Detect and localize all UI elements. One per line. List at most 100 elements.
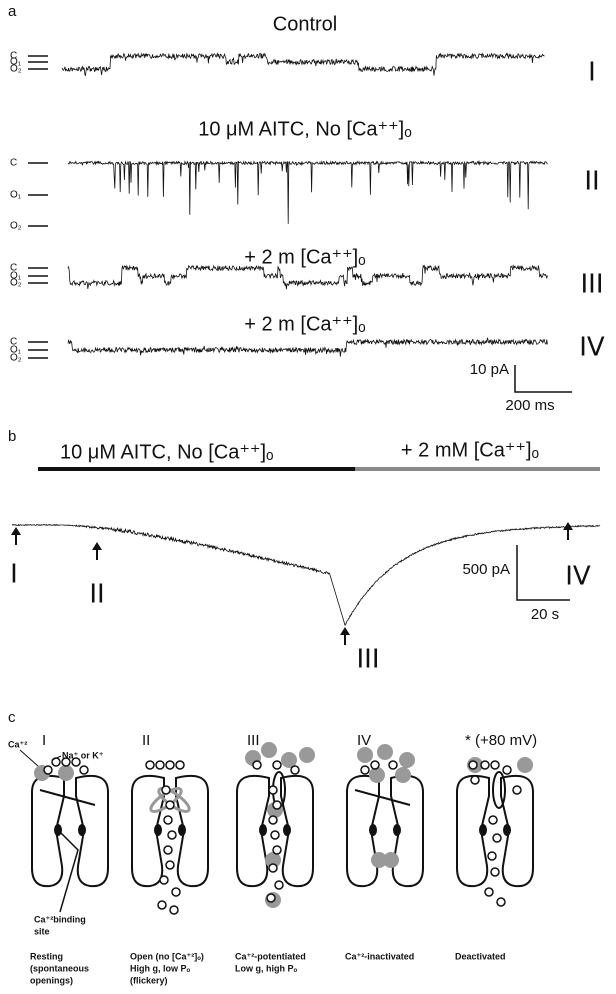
state-caption: Low g, high Pₒ (235, 963, 297, 973)
level-label: O₂ (10, 64, 22, 75)
cation (488, 815, 498, 825)
gate (354, 789, 411, 806)
cation (484, 887, 494, 897)
cation (155, 760, 165, 770)
channel-subunit (280, 774, 314, 888)
binding-site (369, 824, 377, 836)
scale-label: 10 pA (470, 361, 509, 378)
calcium-ion (58, 765, 74, 781)
level-label: C (10, 51, 17, 62)
pointer (59, 831, 79, 913)
scale-bar (516, 545, 570, 601)
binding-site (503, 824, 511, 836)
cation (512, 785, 522, 795)
binding-site (479, 824, 487, 836)
cation (502, 765, 512, 775)
cation (290, 765, 300, 775)
binding-site (393, 824, 401, 836)
channel-subunit (75, 774, 109, 888)
calcium-ion (265, 852, 281, 868)
cation (71, 757, 81, 767)
cation (496, 897, 506, 907)
channel-subunit (500, 774, 534, 888)
level-label: C (10, 263, 17, 274)
calcium-ion (357, 747, 373, 763)
trace-numeral: II (584, 167, 599, 197)
trace-title: + 2 m [Ca⁺⁺]ₒ (244, 246, 365, 268)
state-numeral: * (+80 mV) (465, 732, 537, 749)
cation (470, 775, 480, 785)
panel-label: a (8, 3, 17, 20)
current-trace (67, 337, 548, 357)
trace-numeral: I (588, 58, 596, 88)
cation (272, 845, 282, 855)
current-trace (67, 159, 548, 224)
calcium-ion (399, 752, 415, 768)
marker-label: I (10, 560, 18, 590)
state-caption: Resting (30, 951, 63, 961)
calcium-ion (395, 767, 411, 783)
condition-label: 10 μM AITC, No [Ca⁺⁺]ₒ (60, 441, 274, 463)
channel-subunit (456, 774, 490, 888)
calcium-ion (383, 852, 399, 868)
panel-label: b (8, 428, 16, 445)
state-caption: Ca⁺²-inactivated (345, 951, 414, 961)
cation (268, 785, 278, 795)
cation (61, 757, 71, 767)
marker-arrow-head (340, 627, 350, 635)
cation (272, 800, 282, 810)
calcium-label: Ca⁺² (8, 739, 27, 749)
cation (272, 760, 282, 770)
site-label: Ca⁺²binding (34, 914, 86, 924)
scale-label: 200 ms (505, 397, 554, 414)
binding-site (259, 824, 267, 836)
marker-arrow-head (563, 522, 573, 530)
trace-numeral: III (580, 270, 603, 300)
binding-site (54, 824, 62, 836)
cation (252, 760, 262, 770)
cation (145, 760, 155, 770)
channel-subunit (131, 774, 165, 888)
cation (480, 760, 490, 770)
trace-title: + 2 m [Ca⁺⁺]ₒ (244, 313, 365, 335)
channel-subunit (236, 774, 270, 888)
binding-site (283, 824, 291, 836)
level-label: O₁ (10, 345, 22, 356)
state-caption: Ca⁺²-potentiated (235, 951, 306, 961)
current-trace (61, 52, 545, 77)
cation (165, 800, 175, 810)
state-numeral: I (42, 732, 46, 749)
pointer (19, 749, 39, 767)
cation (159, 875, 169, 885)
state-caption: (flickery) (130, 975, 168, 985)
calcium-ion (299, 747, 315, 763)
cation (163, 845, 173, 855)
channel-subunit (390, 774, 424, 888)
cation (268, 863, 278, 873)
channel-subunit (346, 774, 380, 888)
scale-label: 500 pA (462, 561, 510, 578)
state-caption: Open (no [Ca⁺²]ₒ) (130, 951, 204, 961)
condition-bar (38, 467, 355, 471)
cation (266, 893, 276, 903)
trace-title: 10 μM AITC, No [Ca⁺⁺]ₒ (198, 118, 412, 140)
scale-bar (514, 365, 572, 393)
cation (388, 760, 398, 770)
cation (490, 867, 500, 877)
cation (161, 785, 171, 795)
calcium-ion (261, 742, 277, 758)
level-label: O₂ (10, 221, 22, 232)
level-label: C (10, 158, 17, 169)
binding-site (178, 824, 186, 836)
panel-c: I Resting (spontaneous openings) II Open (no … (8, 732, 537, 985)
cation (487, 851, 497, 861)
marker-label: III (356, 645, 379, 675)
site-label: site (34, 926, 50, 936)
calcium-ion (517, 757, 533, 773)
cation (169, 905, 179, 915)
level-label: O₁ (10, 271, 22, 282)
cation (492, 833, 502, 843)
state-caption: openings) (30, 975, 73, 985)
